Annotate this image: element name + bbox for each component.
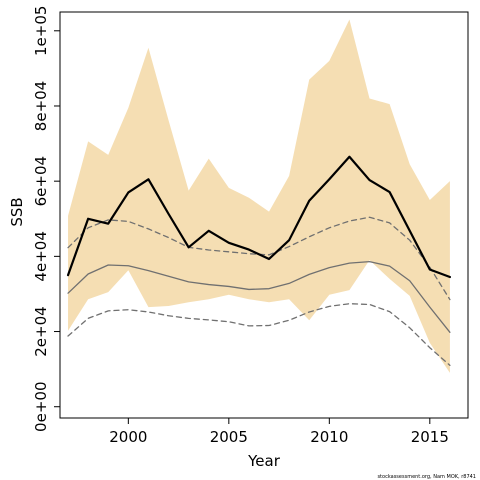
dashed-reference-line-3 [67, 303, 451, 367]
series-layer [66, 155, 452, 367]
y-tick-label: 1e+05 [32, 6, 50, 56]
band-layer [68, 19, 450, 373]
y-tick-label: 4e+04 [32, 231, 50, 281]
plot-frame [59, 11, 469, 419]
y-tick-label: 8e+04 [32, 81, 50, 131]
x-tick-label: 2000 [109, 428, 147, 446]
y-axis: 0e+00 2e+04 4e+04 6e+04 8e+04 1e+05 [32, 6, 60, 432]
x-tick-label: 2005 [210, 428, 248, 446]
confidence-band [68, 19, 450, 373]
footnote: stockassessment.org, Nam MOK, r8741 [377, 474, 476, 480]
y-tick-label: 0e+00 [32, 382, 50, 432]
x-axis: 2000 2005 2010 2015 [109, 418, 449, 446]
x-tick-label: 2015 [411, 428, 449, 446]
y-axis-title: SSB [8, 197, 26, 226]
ssb-estimate-line [66, 155, 452, 279]
x-tick-label: 2010 [310, 428, 348, 446]
y-tick-label: 6e+04 [32, 156, 50, 206]
x-axis-title: Year [247, 452, 281, 470]
y-tick-label: 2e+04 [32, 306, 50, 356]
grey-reference-line [67, 260, 451, 333]
